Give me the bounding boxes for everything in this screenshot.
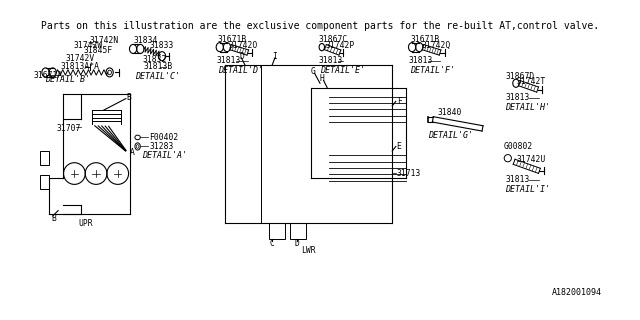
Text: B: B xyxy=(51,214,56,223)
Text: UPR: UPR xyxy=(78,219,93,228)
Bar xyxy=(40,175,49,189)
Text: 31813B: 31813B xyxy=(144,62,173,71)
Text: 31742T: 31742T xyxy=(517,77,546,86)
Text: F: F xyxy=(397,97,402,106)
Text: DETAIL'H': DETAIL'H' xyxy=(505,103,550,112)
Text: G00802: G00802 xyxy=(503,142,532,151)
Bar xyxy=(290,223,307,239)
Text: H: H xyxy=(320,74,325,83)
Text: 31742V: 31742V xyxy=(65,54,95,63)
Text: DETAIL'I': DETAIL'I' xyxy=(505,185,550,194)
Text: 31742O: 31742O xyxy=(229,41,258,50)
Text: 31707: 31707 xyxy=(56,124,81,133)
Text: Parts on this illustration are the exclusive component parts for the re-built AT: Parts on this illustration are the exclu… xyxy=(41,21,599,31)
Text: A182001094: A182001094 xyxy=(552,288,602,297)
Text: 31813A*A: 31813A*A xyxy=(61,62,100,71)
Text: LWR: LWR xyxy=(301,246,316,255)
Text: 31742W: 31742W xyxy=(74,41,103,50)
Text: 31832: 31832 xyxy=(142,55,166,64)
Text: E: E xyxy=(397,142,402,151)
Text: 31742P: 31742P xyxy=(325,41,355,50)
Text: 31671A: 31671A xyxy=(34,71,63,80)
Text: 31840: 31840 xyxy=(437,108,461,117)
Text: 31833: 31833 xyxy=(149,41,173,50)
Text: 31813: 31813 xyxy=(216,56,241,65)
Text: 31813: 31813 xyxy=(318,56,342,65)
Text: 31713: 31713 xyxy=(397,169,421,178)
Text: 31845F: 31845F xyxy=(83,46,113,55)
Text: 31283: 31283 xyxy=(149,142,173,151)
Text: 31671B: 31671B xyxy=(410,36,440,44)
Text: 31742Q: 31742Q xyxy=(421,41,451,50)
Text: DETAIL'A': DETAIL'A' xyxy=(142,151,187,160)
Text: 31813: 31813 xyxy=(408,56,433,65)
Text: F00402: F00402 xyxy=(149,133,179,142)
Text: A: A xyxy=(129,148,134,157)
Text: 31867D: 31867D xyxy=(505,72,534,81)
Text: C: C xyxy=(269,239,275,248)
Bar xyxy=(40,151,49,164)
Text: 31742N: 31742N xyxy=(90,36,119,45)
Text: D: D xyxy=(295,239,300,248)
Text: DETAIL'C': DETAIL'C' xyxy=(135,72,180,81)
Text: 31742U: 31742U xyxy=(517,156,546,164)
Text: DETAIL'B': DETAIL'B' xyxy=(45,75,90,84)
Text: B: B xyxy=(127,93,132,102)
Text: DETAIL'G': DETAIL'G' xyxy=(428,131,474,140)
Text: DETAIL'F': DETAIL'F' xyxy=(410,66,455,75)
Bar xyxy=(269,223,285,239)
Text: 31867C: 31867C xyxy=(318,36,348,44)
Text: 31813: 31813 xyxy=(505,93,529,102)
Text: 31834: 31834 xyxy=(133,36,157,45)
Text: 31813: 31813 xyxy=(505,175,529,184)
Text: I: I xyxy=(273,52,277,61)
Text: G: G xyxy=(311,67,316,76)
Text: DETAIL'D': DETAIL'D' xyxy=(218,66,263,75)
Text: D: D xyxy=(239,52,244,61)
Text: 31671B: 31671B xyxy=(218,36,247,44)
Text: DETAIL'E': DETAIL'E' xyxy=(320,66,365,75)
